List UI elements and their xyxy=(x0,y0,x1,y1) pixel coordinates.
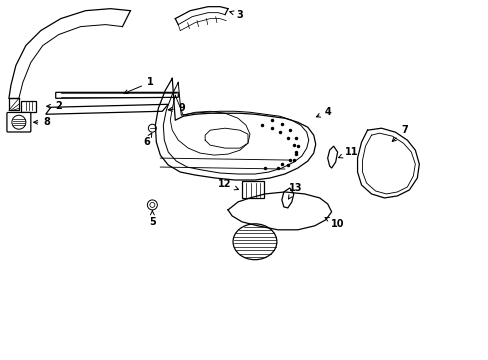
Text: 1: 1 xyxy=(124,77,153,94)
Text: 12: 12 xyxy=(218,179,238,190)
FancyBboxPatch shape xyxy=(7,112,31,132)
Text: 3: 3 xyxy=(229,10,243,20)
Text: 4: 4 xyxy=(316,107,330,117)
Text: 11: 11 xyxy=(338,147,358,158)
Text: 9: 9 xyxy=(168,103,185,113)
Text: 2: 2 xyxy=(46,101,62,111)
FancyBboxPatch shape xyxy=(21,101,36,112)
FancyBboxPatch shape xyxy=(241,181,264,198)
Text: 5: 5 xyxy=(149,211,155,227)
Text: 8: 8 xyxy=(34,117,50,127)
Text: 13: 13 xyxy=(288,183,302,199)
Text: 7: 7 xyxy=(391,125,407,141)
Text: 10: 10 xyxy=(325,217,344,229)
Text: 6: 6 xyxy=(142,133,151,147)
